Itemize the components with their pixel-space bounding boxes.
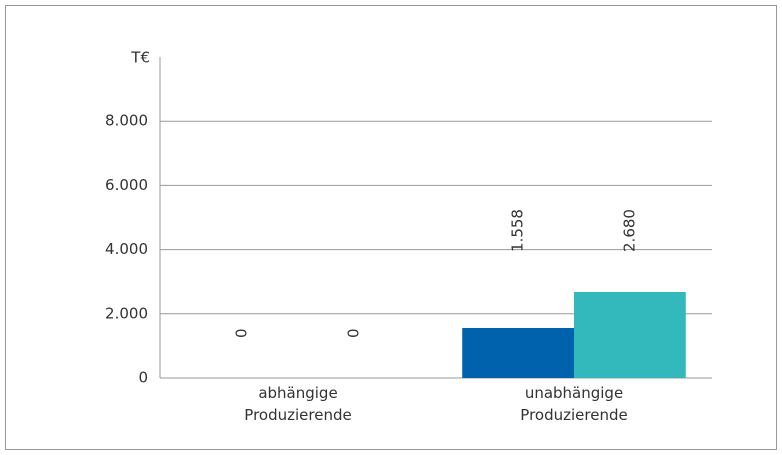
y-axis-label: T€: [130, 49, 150, 67]
value-label: 0: [344, 328, 362, 338]
value-label: 0: [233, 328, 251, 338]
y-tick-label: 6.000: [105, 176, 148, 194]
bar: [462, 327, 574, 378]
y-tick-label: 4.000: [105, 240, 148, 258]
y-tick-label: 2.000: [105, 304, 148, 322]
value-label: 1.558: [509, 209, 527, 252]
y-tick-label: 8.000: [105, 112, 148, 130]
y-tick-label: 0: [138, 369, 148, 387]
value-label: 2.680: [620, 209, 638, 252]
x-tick-label: unabhängige Produzierende: [520, 384, 627, 424]
x-tick-label: abhängige Produzierende: [244, 384, 351, 424]
frame: [5, 5, 777, 450]
bar: [574, 291, 686, 378]
